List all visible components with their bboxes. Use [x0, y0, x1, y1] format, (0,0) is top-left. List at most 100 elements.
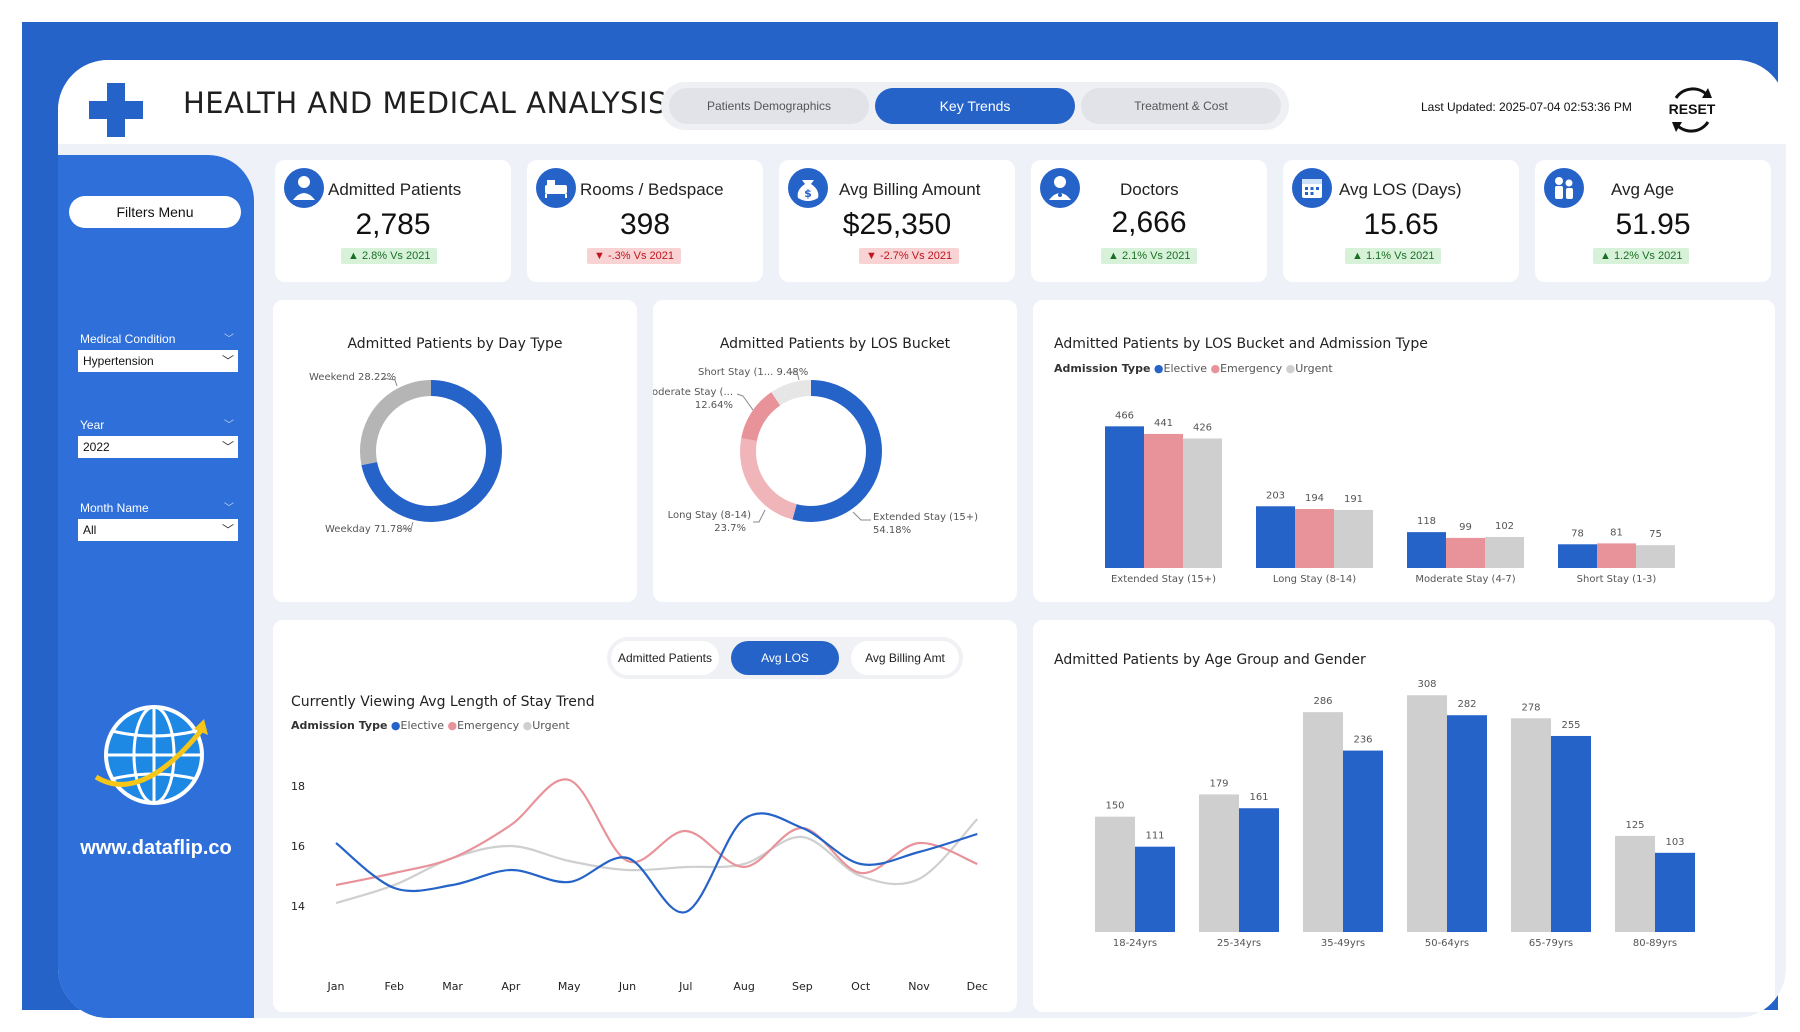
month-name-select[interactable]: All ﹀	[78, 519, 238, 541]
legend-title: Admission Type	[1054, 362, 1151, 375]
dashboard-frame: HEALTH AND MEDICAL ANALYSIS Patients Dem…	[22, 22, 1786, 1018]
tab-key-trends[interactable]: Key Trends	[875, 88, 1075, 124]
patient-icon	[284, 168, 324, 208]
year-select[interactable]: 2022 ﹀	[78, 436, 238, 458]
bar	[1144, 433, 1183, 568]
slice-label: Weekend 28.22%	[309, 372, 396, 383]
calendar-icon	[1292, 168, 1332, 208]
kpi-label: Admitted Patients	[328, 180, 462, 199]
bed-icon	[536, 168, 576, 208]
los-bucket-donut: Extended Stay (15+) 54.18% Long Stay (8-14…	[653, 367, 978, 536]
bar	[1407, 695, 1447, 932]
leader-line	[736, 393, 754, 411]
bar	[1199, 794, 1239, 932]
medical-cross-logo	[89, 83, 143, 137]
legend-item-emergency: Emergency	[457, 719, 520, 732]
kpi-doctors: Doctors 2,666 ▲ 2.1% Vs 2021	[1031, 160, 1267, 282]
filter-label-medical-condition: Medical Condition	[80, 332, 176, 346]
legend-item-elective: Elective	[400, 719, 444, 732]
kpi-label: Avg LOS (Days)	[1339, 180, 1462, 199]
bar	[1183, 438, 1222, 568]
tab-treatment-cost[interactable]: Treatment & Cost	[1081, 88, 1281, 124]
chevron-down-icon: ﹀	[221, 440, 234, 454]
kpi-change-badge: ▲ 2.8% Vs 2021	[341, 248, 438, 264]
leader-line	[852, 511, 871, 521]
x-tick-label: May	[558, 980, 581, 993]
los-admission-bar-chart: 466 441 426 Extended Stay (15+) 203 194 191 Lon…	[1105, 410, 1675, 585]
chevron-down-icon: ﹀	[224, 334, 234, 345]
bar-data-label: 308	[1417, 679, 1436, 690]
kpi-change-badge: ▲ 2.1% Vs 2021	[1101, 248, 1198, 264]
kpi-value: $25,350	[842, 208, 952, 241]
los-trend-line-chart: 14 16 18 Jan Feb Mar Apr May Jun Jul Aug Sep Oct Nov D…	[291, 778, 988, 993]
reset-label: RESET	[1668, 101, 1716, 117]
doctor-icon	[1040, 168, 1080, 208]
legend-dot-emergency: ●	[447, 719, 458, 732]
toggle-avg-los[interactable]: Avg LOS	[731, 641, 839, 675]
chevron-down-icon: ﹀	[221, 523, 234, 537]
tab-patients-demographics[interactable]: Patients Demographics	[669, 88, 869, 124]
chart-title: Currently Viewing Avg Length of Stay Tre…	[291, 694, 595, 710]
chevron-down-icon: ﹀	[221, 354, 234, 368]
x-tick-label: Long Stay (8-14)	[1273, 574, 1356, 585]
bar	[1597, 543, 1636, 568]
kpi-label: Avg Age	[1611, 180, 1675, 199]
bar-data-label: 81	[1610, 527, 1623, 538]
chevron-down-icon: ﹀	[224, 503, 234, 514]
kpi-value: 398	[619, 208, 671, 241]
website-link[interactable]: www.dataflip.co	[80, 837, 232, 859]
bar-data-label: 118	[1417, 516, 1436, 527]
filters-sidebar: Filters Menu Medical Condition ﹀ Hyperte…	[58, 155, 254, 1018]
slice-label: 12.64%	[695, 400, 733, 411]
toggle-avg-billing-amt[interactable]: Avg Billing Amt	[851, 641, 959, 675]
money-bag-icon: $	[788, 168, 828, 208]
kpi-admitted-patients: Admitted Patients 2,785 ▲ 2.8% Vs 2021	[275, 160, 511, 282]
toggle-admitted-patients[interactable]: Admitted Patients	[611, 641, 719, 675]
leader-line	[753, 509, 766, 523]
kpi-change-badge: ▲ 1.2% Vs 2021	[1593, 248, 1690, 264]
last-updated-text: Last Updated: 2025-07-04 02:53:36 PM	[1421, 100, 1632, 114]
y-tick-label: 16	[291, 840, 305, 853]
bar	[1447, 715, 1487, 932]
bar	[1256, 506, 1295, 568]
x-tick-label: 25-34yrs	[1217, 938, 1261, 949]
refresh-icon	[1672, 87, 1712, 133]
x-tick-label: Jul	[678, 980, 692, 993]
medical-condition-value: Hypertension	[83, 354, 154, 368]
slice-label: 23.7%	[714, 523, 746, 534]
day-type-donut: Weekend 28.22% Weekday 71.78%	[309, 372, 502, 535]
bar	[1636, 545, 1675, 568]
reset-button[interactable]: RESET	[1664, 82, 1720, 138]
slice-label: Long Stay (8-14)	[668, 510, 751, 521]
y-tick-label: 14	[291, 900, 305, 913]
bar	[1558, 544, 1597, 568]
leader-line	[401, 521, 414, 530]
kpi-avg-billing-amount: $ Avg Billing Amount $25,350 ▼ -2.7% Vs …	[779, 160, 1015, 282]
legend-title: Admission Type	[291, 719, 388, 732]
slice-label: Extended Stay (15+)	[873, 512, 978, 523]
bar-data-label: 236	[1353, 735, 1372, 746]
bar-data-label: 179	[1209, 778, 1228, 789]
kpi-value: 2,785	[355, 208, 431, 241]
chart-title: Admitted Patients by Day Type	[347, 336, 563, 352]
slice-label: Short Stay (1... 9.48%	[698, 367, 808, 378]
chart-title: Admitted Patients by Age Group and Gende…	[1054, 652, 1366, 668]
bar	[1095, 816, 1135, 932]
x-tick-label: 65-79yrs	[1529, 938, 1573, 949]
bar	[1135, 846, 1175, 932]
x-tick-label: 35-49yrs	[1321, 938, 1365, 949]
chart-title: Admitted Patients by LOS Bucket	[719, 336, 951, 352]
filters-menu-button[interactable]: Filters Menu	[69, 196, 241, 228]
family-icon	[1544, 168, 1584, 208]
kpi-value: 2,666	[1111, 206, 1187, 239]
age-gender-chart-card: Admitted Patients by Age Group and Gende…	[1033, 620, 1775, 1012]
medical-condition-select[interactable]: Hypertension ﹀	[78, 350, 238, 372]
bar	[1295, 509, 1334, 568]
metric-toggle: Admitted Patients Avg LOS Avg Billing Am…	[607, 637, 963, 679]
bar	[1485, 536, 1524, 568]
bar	[1343, 750, 1383, 932]
age-gender-bar-chart: 150 111 18-24yrs 179 161 25-34yrs 286 236 35-49y…	[1095, 679, 1695, 949]
leader-line	[790, 371, 800, 381]
series-line-elective	[335, 812, 978, 914]
legend-dot-emergency: ●	[1210, 362, 1221, 375]
